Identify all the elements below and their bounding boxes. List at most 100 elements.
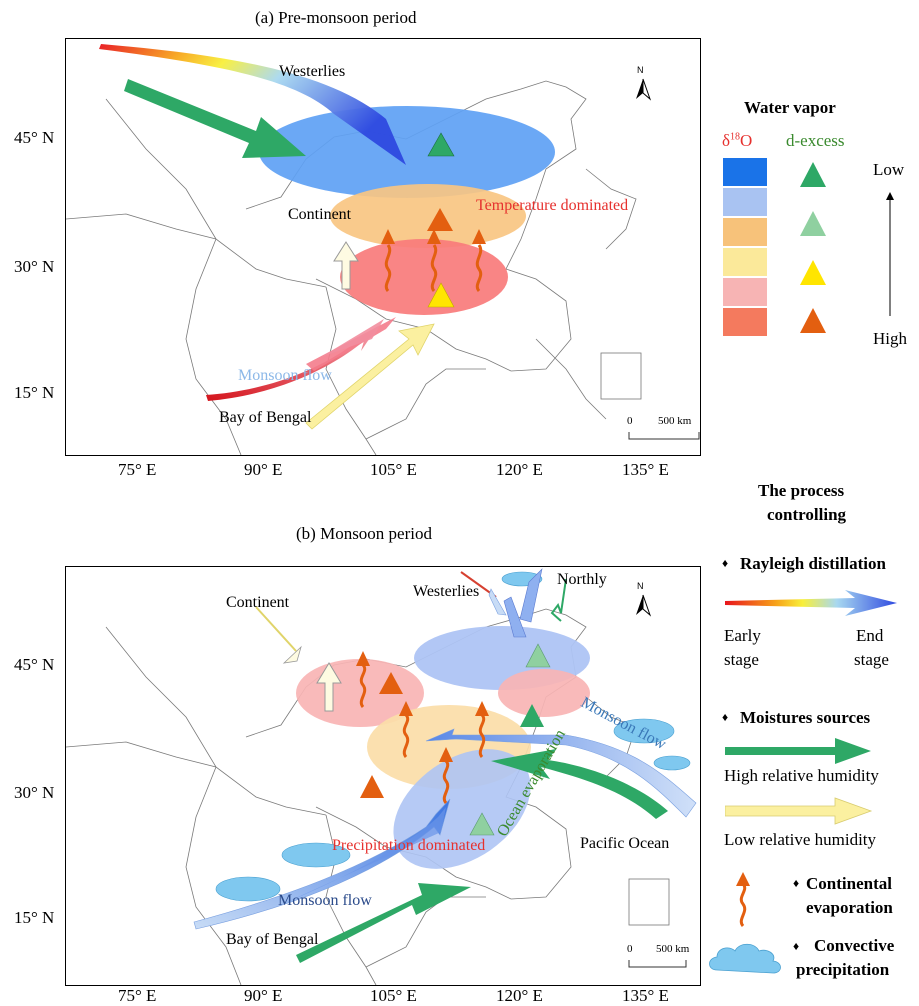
legend-high: High <box>873 329 907 348</box>
legend-early-2: stage <box>724 650 759 669</box>
panel-b-westerlies-arrow <box>519 568 543 623</box>
legend-cloud-icon <box>709 943 781 974</box>
panel-b-label-westerlies: Westerlies <box>413 583 480 600</box>
legend-process-title-2: controlling <box>767 505 847 524</box>
panel-a-label-westerlies: Westerlies <box>279 63 346 80</box>
panel-a-zone-red <box>340 239 508 315</box>
panel-a-scale-zero: 0 <box>627 415 633 427</box>
panel-a-scale-bar <box>628 432 700 440</box>
panel-a-zone-blue <box>259 106 555 198</box>
legend-d18o-swatch-3 <box>723 218 767 246</box>
legend-cont-evap-2: evaporation <box>806 898 893 917</box>
panel-b-triangle-orange-west <box>379 672 403 694</box>
panel-a-triangle-green <box>427 132 455 157</box>
dexcess-green-icon <box>800 162 826 187</box>
legend-high-rh: High relative humidity <box>724 766 879 785</box>
legend-end-2: stage <box>854 650 889 669</box>
panel-b-label-continent: Continent <box>226 594 290 611</box>
panel-a-scale-dist: 500 km <box>658 415 692 427</box>
panel-b-label-northly: Northly <box>557 571 607 588</box>
panel-b-north-label: N <box>637 581 644 591</box>
legend-rayleigh: Rayleigh distillation <box>740 554 886 573</box>
panel-b-xtick-90: 90° E <box>244 986 283 1005</box>
panel-a-xtick-75: 75° E <box>118 460 157 479</box>
panel-a-zone-orange <box>330 184 526 248</box>
legend-d18o-label: δ18O <box>722 131 753 150</box>
panel-a-white-arrow <box>333 241 359 290</box>
panel-a-north-arrow-icon <box>636 78 652 101</box>
panel-b-xtick-105: 105° E <box>370 986 417 1005</box>
panel-b-ytick-15: 15° N <box>14 908 55 927</box>
panel-a-label-continent: Continent <box>288 206 352 223</box>
panel-b-xtick-75: 75° E <box>118 986 157 1005</box>
legend-process-title-1: The process <box>758 481 845 500</box>
panel-b-inset-map <box>628 878 670 926</box>
panel-b-map: Continent Westerlies Northly Monsoon flo… <box>65 566 701 986</box>
panel-a-westerlies-arrow <box>99 44 406 165</box>
legend-moisture: Moistures sources <box>740 708 871 727</box>
panel-b-zone-pink-east <box>498 669 590 717</box>
legend-conv-1: Convective <box>814 936 895 955</box>
bullet-icon: ♦ <box>722 710 729 724</box>
panel-a-label-bay: Bay of Bengal <box>219 409 312 426</box>
panel-a-map-drawing <box>66 44 700 455</box>
panel-a-north-label: N <box>637 65 644 75</box>
legend-end-1: End <box>856 626 884 645</box>
bullet-icon: ♦ <box>793 939 800 953</box>
panel-b-map-drawing <box>66 568 697 985</box>
panel-b-label-precip: Precipitation dominated <box>332 837 486 854</box>
dexcess-lightgreen-icon <box>800 211 826 236</box>
legend-dexcess-label: d-excess <box>786 131 845 150</box>
panel-a-ytick-45: 45° N <box>14 128 55 147</box>
panel-b-scale-dist: 500 km <box>656 943 690 955</box>
panel-a-country-borders <box>66 80 637 455</box>
dexcess-orange-icon <box>800 308 826 333</box>
legend-high-rh-arrow <box>725 738 871 764</box>
panel-b-continent-arrow <box>316 662 342 712</box>
legend-d18o-swatch-5 <box>723 278 767 306</box>
panel-b-north-arrow-icon <box>636 594 652 617</box>
legend-low-rh: Low relative humidity <box>724 830 877 849</box>
legend-rayleigh-arrow <box>725 590 897 616</box>
panel-b-pacific-arrow <box>491 749 668 819</box>
legend-d18o-swatch-1 <box>723 158 767 186</box>
panel-b-scale-zero: 0 <box>627 943 633 955</box>
panel-b-ytick-45: 45° N <box>14 655 55 674</box>
panel-b-label-pacific: Pacific Ocean <box>580 835 670 852</box>
panel-b-label-monsoon-flow-south: Monsoon flow <box>278 892 372 909</box>
legend-early-1: Early <box>724 626 761 645</box>
legend-arrow-up-icon <box>886 192 894 316</box>
panel-b-triangle-orange-south <box>360 775 384 798</box>
panel-b-triangle-lightgreen-south <box>469 812 495 836</box>
panel-b-triangle-lightgreen-north <box>525 643 551 668</box>
panel-a-label-temperature: Temperature dominated <box>476 197 629 214</box>
bullet-icon: ♦ <box>722 556 729 570</box>
legend-evaporation-icon <box>736 872 750 927</box>
panel-b-xtick-135: 135° E <box>622 986 669 1005</box>
panel-b-green-arrow <box>296 883 471 963</box>
legend-low: Low <box>873 160 905 179</box>
legend-low-rh-arrow <box>725 797 873 825</box>
panel-a-map: Westerlies Continent Temperature dominat… <box>65 38 701 456</box>
panel-b-monsoon-flow-south-arrow <box>193 798 451 930</box>
panel-a-xtick-105: 105° E <box>370 460 417 479</box>
panel-b-ytick-30: 30° N <box>14 783 55 802</box>
legend-d18o-swatch-4 <box>723 248 767 276</box>
panel-a-ytick-15: 15° N <box>14 383 55 402</box>
bullet-icon: ♦ <box>793 876 800 890</box>
panel-a-triangle-yellow <box>427 282 455 308</box>
panel-a-ytick-30: 30° N <box>14 257 55 276</box>
panel-b-xtick-120: 120° E <box>496 986 543 1005</box>
legend-conv-2: precipitation <box>796 960 890 979</box>
panel-a-evap-icons <box>384 244 483 292</box>
legend-d18o-scale <box>723 158 767 336</box>
panel-a-xtick-135: 135° E <box>622 460 669 479</box>
panel-a-triangle-orange <box>427 208 453 231</box>
legend-cont-evap-1: Continental <box>806 874 892 893</box>
panel-b-zone-blue-south <box>393 749 531 869</box>
panel-a-title: (a) Pre-monsoon period <box>255 8 417 27</box>
panel-b-monsoon-flow-east-arrow <box>425 728 697 818</box>
panel-a-xtick-90: 90° E <box>244 460 283 479</box>
panel-a-green-arrow <box>124 79 306 158</box>
panel-b-title: (b) Monsoon period <box>296 524 432 543</box>
